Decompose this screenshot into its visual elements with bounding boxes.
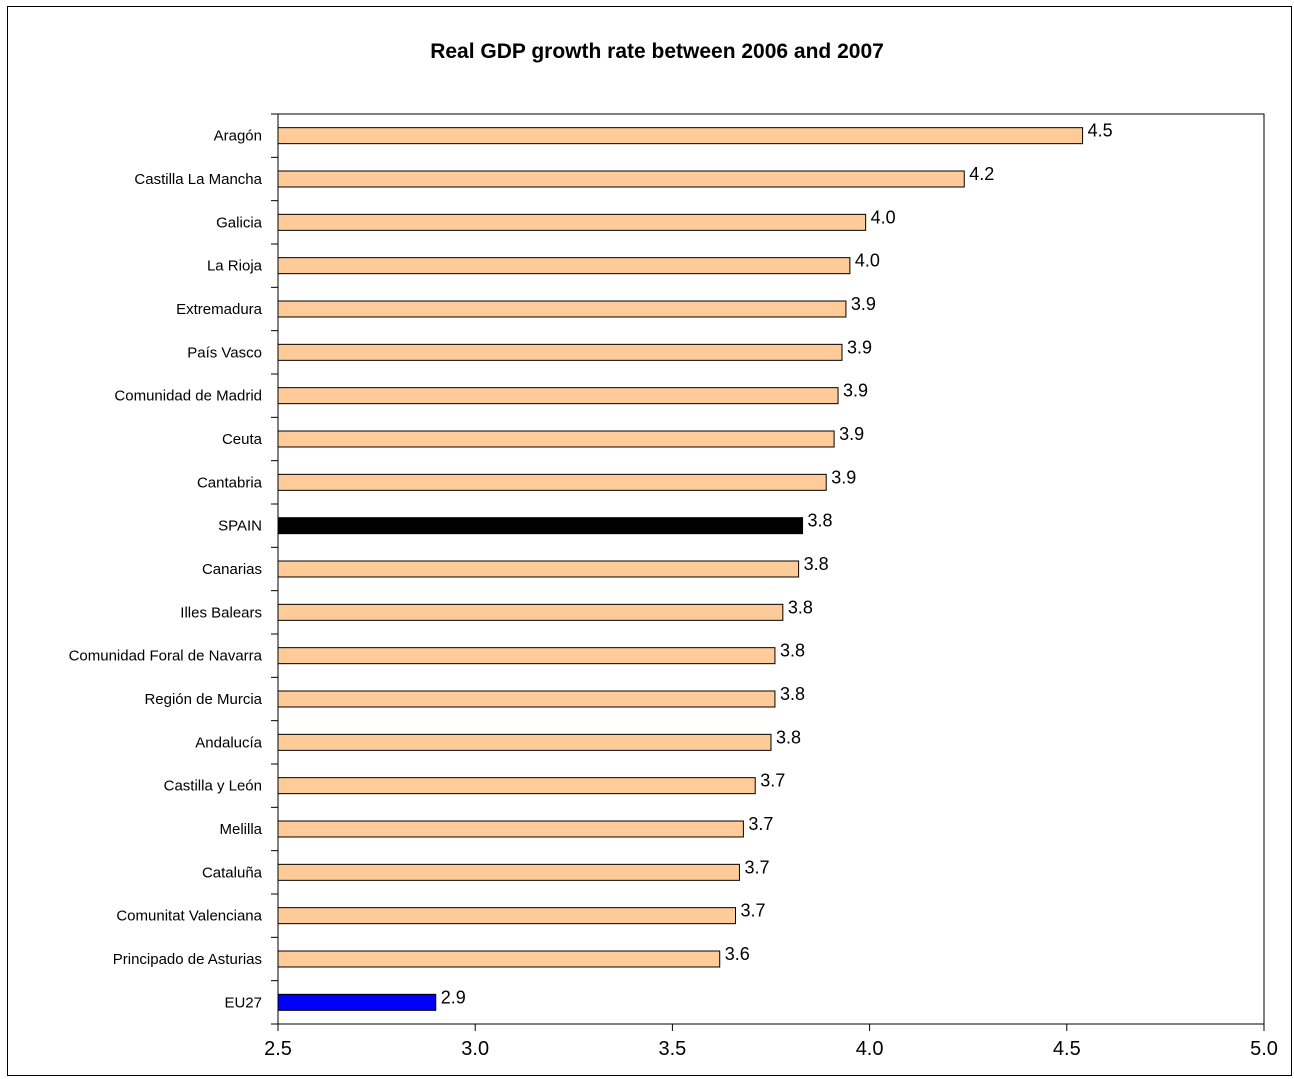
value-label: 3.6 — [725, 944, 750, 964]
value-label: 2.9 — [441, 987, 466, 1007]
category-label: Illes Balears — [180, 604, 262, 621]
value-label: 3.8 — [780, 641, 805, 661]
category-label: Cataluña — [202, 864, 263, 881]
value-label: 3.8 — [788, 597, 813, 617]
bar — [277, 170, 965, 188]
axis-ticks — [271, 113, 1265, 1031]
category-label: Comunidad de Madrid — [114, 388, 262, 405]
category-label: Canarias — [202, 561, 262, 578]
category-label: Ceuta — [222, 431, 263, 448]
x-tick-label: 4.0 — [856, 1038, 884, 1060]
value-label: 3.7 — [748, 814, 773, 834]
category-label: Extremadura — [176, 301, 263, 318]
bar — [277, 213, 867, 231]
x-tick-label: 2.5 — [264, 1038, 292, 1060]
value-label: 4.5 — [1088, 121, 1113, 141]
value-label: 3.9 — [839, 424, 864, 444]
bar — [277, 343, 843, 361]
value-label: 4.0 — [871, 207, 896, 227]
bar — [277, 300, 847, 318]
bar — [277, 603, 784, 621]
category-label: Melilla — [219, 821, 262, 838]
value-labels: 4.5 4.2 4.0 4.0 3.9 3.9 3.9 3.9 3.9 3.8 3.8 3.8 3.8 3… — [441, 121, 1113, 1008]
bar — [277, 863, 740, 881]
value-label: 3.8 — [780, 684, 805, 704]
x-tick-label: 4.5 — [1053, 1038, 1081, 1060]
x-tick-label: 5.0 — [1250, 1038, 1278, 1060]
bar — [277, 387, 839, 405]
bar — [277, 950, 721, 968]
value-label: 3.7 — [741, 901, 766, 921]
value-label: 3.7 — [744, 857, 769, 877]
category-label: Comunitat Valenciana — [116, 908, 262, 925]
bar — [277, 647, 776, 665]
category-label: Castilla La Mancha — [134, 171, 262, 188]
bar — [277, 257, 851, 275]
value-label: 4.0 — [855, 251, 880, 271]
category-label: La Rioja — [207, 258, 263, 275]
bar — [277, 733, 772, 751]
bar — [277, 430, 835, 448]
bar — [277, 560, 800, 578]
category-label: País Vasco — [187, 344, 262, 361]
value-label: 3.8 — [776, 727, 801, 747]
x-tick-label: 3.0 — [461, 1038, 489, 1060]
category-label: Castilla y León — [164, 778, 262, 795]
x-tick-labels: 2.5 3.0 3.5 4.0 4.5 5.0 — [264, 1038, 1278, 1060]
value-label: 3.7 — [760, 771, 785, 791]
bar — [277, 907, 737, 925]
bar — [277, 690, 776, 708]
category-label: EU27 — [224, 994, 262, 1011]
bar — [277, 127, 1084, 145]
category-label: Comunidad Foral de Navarra — [69, 648, 263, 665]
value-label: 3.9 — [847, 337, 872, 357]
category-label: Aragón — [214, 128, 262, 145]
category-label: Principado de Asturias — [113, 951, 262, 968]
value-label: 3.9 — [831, 467, 856, 487]
category-label: Región de Murcia — [144, 691, 262, 708]
bar — [277, 777, 756, 795]
category-label: SPAIN — [218, 518, 262, 535]
bar — [277, 473, 827, 491]
value-label: 3.8 — [808, 511, 833, 531]
value-label: 4.2 — [969, 164, 994, 184]
bar — [277, 820, 744, 838]
bars — [277, 127, 1084, 1011]
category-label: Andalucía — [195, 734, 262, 751]
value-label: 3.9 — [851, 294, 876, 314]
category-label: Cantabria — [197, 474, 263, 491]
value-label: 3.8 — [804, 554, 829, 574]
bar — [277, 517, 804, 535]
value-label: 3.9 — [843, 381, 868, 401]
category-labels: Aragón Castilla La Mancha Galicia La Rioja E… — [69, 128, 263, 1012]
bar — [277, 993, 437, 1011]
x-tick-label: 3.5 — [658, 1038, 686, 1060]
chart-title: Real GDP growth rate between 2006 and 20… — [430, 40, 884, 63]
category-label: Galicia — [216, 214, 263, 231]
